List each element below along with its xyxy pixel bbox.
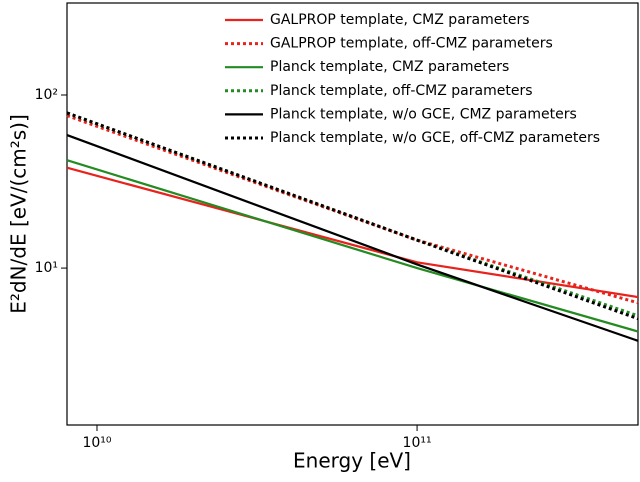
legend-label: Planck template, w/o GCE, CMZ parameters <box>270 106 577 122</box>
series-line <box>66 159 639 333</box>
series-line <box>66 114 639 305</box>
x-axis-label: Energy [eV] <box>293 449 411 473</box>
legend-label: GALPROP template, off-CMZ parameters <box>270 36 553 52</box>
series-line <box>66 166 639 299</box>
legend-label: Planck template, CMZ parameters <box>270 59 509 75</box>
x-tick-label: 10¹⁰ <box>82 435 111 451</box>
legend-label: Planck template, off-CMZ parameters <box>270 83 533 99</box>
y-axis-label: E²dN/dE [eV/(cm²s)] <box>7 114 31 314</box>
legend-label: Planck template, w/o GCE, off-CMZ parame… <box>270 130 600 146</box>
y-tick-label: 10¹ <box>35 260 58 276</box>
series-line <box>66 134 639 342</box>
y-tick-label: 10² <box>35 87 58 103</box>
legend-label: GALPROP template, CMZ parameters <box>270 12 530 28</box>
series-line <box>66 111 639 321</box>
plot-frame <box>66 2 639 426</box>
x-tick-label: 10¹¹ <box>403 435 432 451</box>
